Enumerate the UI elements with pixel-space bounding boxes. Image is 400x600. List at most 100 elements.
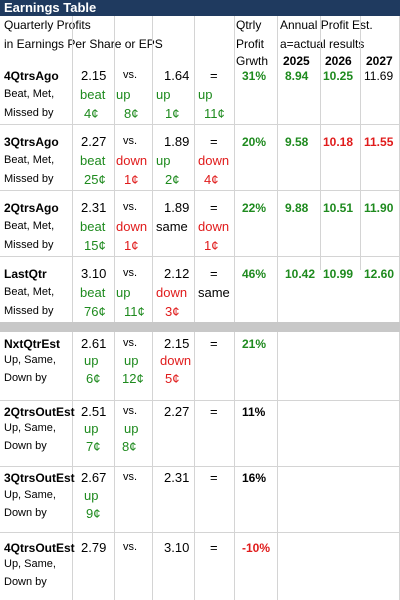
equals-sign: = [210,266,218,281]
result-word: down [116,153,148,168]
up-same-label: Up, Same, [4,489,56,501]
down-by-label: Down by [4,576,47,588]
estimate-2027: 11.69 [364,69,394,83]
grid-line [152,16,153,600]
eps-prior: 3.10 [164,540,190,555]
result-word: down [198,219,230,234]
estimate-2026: 10.25 [323,69,354,83]
result-amount: 25¢ [84,172,106,187]
header-qtrly: Qtrly [236,18,262,32]
result-amount: 2¢ [165,172,180,187]
vs-label: vs. [123,405,138,417]
estimate-2025: 9.88 [285,201,309,215]
grid-line [194,16,195,600]
section-band [0,322,400,332]
down-by-label: Down by [4,440,47,452]
missed-by-label: Missed by [4,305,54,317]
header-year-2027: 2027 [366,54,393,68]
eps-current: 2.27 [81,134,107,149]
result-amount: 4¢ [84,106,99,121]
result-word: down [156,285,188,300]
equals-sign: = [210,404,218,419]
header-year-2025: 2025 [283,54,310,68]
equals-sign: = [210,336,218,351]
eps-estimate: 2.51 [81,404,107,419]
eps-estimate: 2.79 [81,540,107,555]
row-label: 2QtrsOutEst [4,405,75,419]
grid-line [360,16,361,270]
result-word: up [116,87,131,102]
estimate-2027: 12.60 [364,267,395,281]
vs-label: vs. [123,337,138,349]
row-divider [0,256,400,257]
down-by-label: Down by [4,372,47,384]
result-word: same [198,285,230,300]
eps-prior: 2.12 [164,266,190,281]
equals-sign: = [210,134,218,149]
header-annual: Annual Profit Est. [280,18,373,32]
down-by-label: Down by [4,507,47,519]
result-word: up [84,421,99,436]
result-word: up [124,353,139,368]
missed-by-label: Missed by [4,107,54,119]
result-amount: 8¢ [122,439,137,454]
row-label: NxtQtrEst [4,337,61,351]
result-word: up [124,421,139,436]
estimate-2027: 11.90 [364,201,394,215]
row-label: 3QtrsAgo [4,135,59,149]
eps-current: 2.31 [81,200,107,215]
eps-prior: 1.89 [164,200,190,215]
estimate-2027: 11.55 [364,135,394,149]
growth-percent: 11% [242,405,266,419]
row-label: 3QtrsOutEst [4,471,75,485]
result-amount: 76¢ [84,304,106,319]
result-word: beat [80,153,106,168]
result-amount: 11¢ [124,304,145,319]
result-amount: 5¢ [165,371,180,386]
result-word: up [156,153,171,168]
result-word: up [156,87,171,102]
result-amount: 12¢ [122,371,144,386]
result-word: down [198,153,230,168]
table-header: Quarterly Profits in Earnings Per Share … [0,16,400,70]
eps-prior: 2.31 [164,470,190,485]
up-same-label: Up, Same, [4,354,56,366]
estimate-2026: 10.99 [323,267,354,281]
beat-met-label: Beat, Met, [4,154,55,166]
vs-label: vs. [123,135,138,147]
result-word: beat [80,285,106,300]
result-amount: 1¢ [124,172,139,187]
grid-line [234,16,235,600]
grid-line [114,16,115,600]
vs-label: vs. [123,541,138,553]
eps-estimate: 2.61 [81,336,107,351]
header-growth: Grwth [236,54,269,68]
result-word: same [156,219,188,234]
result-amount: 8¢ [124,106,139,121]
result-amount: 1¢ [204,238,219,253]
eps-estimate: 2.67 [81,470,107,485]
row-divider [0,190,400,191]
missed-by-label: Missed by [4,173,54,185]
up-same-label: Up, Same, [4,422,56,434]
result-amount: 3¢ [165,304,180,319]
eps-prior: 1.89 [164,134,190,149]
header-line1: Quarterly Profits [4,18,91,32]
missed-by-label: Missed by [4,239,54,251]
equals-sign: = [210,68,218,83]
result-word: beat [80,219,106,234]
row-label: 2QtrsAgo [4,201,59,215]
row-divider [0,466,400,467]
equals-sign: = [210,200,218,215]
row-divider [0,124,400,125]
estimate-2025: 8.94 [285,69,309,83]
row-divider [0,400,400,401]
result-amount: 1¢ [165,106,180,121]
result-amount: 7¢ [86,439,101,454]
eps-current: 3.10 [81,266,107,281]
eps-prior: 2.27 [164,404,190,419]
growth-percent: 22% [242,201,267,215]
header-profit: Profit [236,37,265,51]
equals-sign: = [210,470,218,485]
